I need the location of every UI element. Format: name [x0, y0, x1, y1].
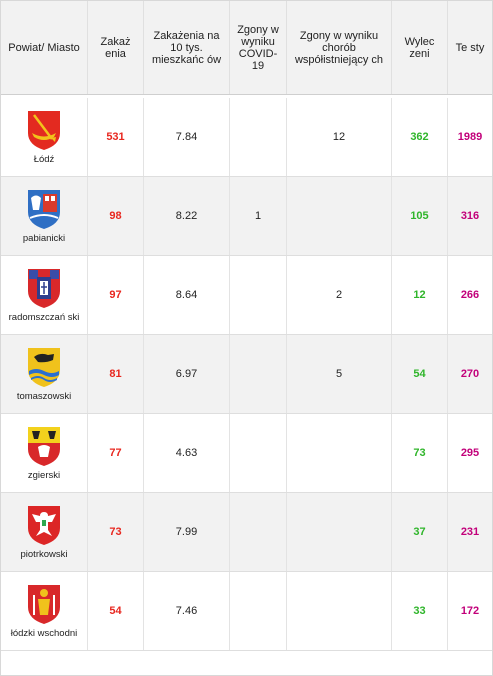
- recovered-value: 54: [391, 335, 447, 413]
- header-tests[interactable]: Te sty: [447, 1, 492, 94]
- recovered-value: 362: [391, 98, 447, 176]
- table-row: piotrkowski 73 7.99 37 231: [1, 493, 492, 572]
- recovered-value: 73: [391, 414, 447, 492]
- region-cell: tomaszowski: [1, 335, 87, 413]
- table-header: Powiat/ Miasto Zakaż enia Zakażenia na 1…: [1, 1, 492, 95]
- region-cell: Łódź: [1, 98, 87, 176]
- piotrkowski-crest-icon: [28, 506, 60, 545]
- infections-value: 73: [87, 493, 143, 571]
- deaths-comorbid-value: 5: [286, 335, 391, 413]
- table-row: tomaszowski 81 6.97 5 54 270: [1, 335, 492, 414]
- deaths-covid-value: [229, 256, 286, 334]
- per10k-value: 4.63: [143, 414, 229, 492]
- deaths-covid-value: 1: [229, 177, 286, 255]
- table-row: Łódź 531 7.84 12 362 1989: [1, 98, 492, 177]
- region-name: zgierski: [27, 470, 61, 481]
- deaths-covid-value: [229, 414, 286, 492]
- tomaszowski-crest-icon: [28, 348, 60, 387]
- tests-value: 270: [447, 335, 492, 413]
- header-infections[interactable]: Zakaż enia: [87, 1, 143, 94]
- zgierski-crest-icon: [28, 427, 60, 466]
- header-gap: [1, 95, 492, 99]
- header-per10k[interactable]: Zakażenia na 10 tys. mieszkańc ów: [143, 1, 229, 94]
- deaths-comorbid-value: [286, 572, 391, 650]
- table-row: pabianicki 98 8.22 1 105 316: [1, 177, 492, 256]
- per10k-value: 7.99: [143, 493, 229, 571]
- region-cell: piotrkowski: [1, 493, 87, 571]
- table-row: zgierski 77 4.63 73 295: [1, 414, 492, 493]
- deaths-comorbid-value: [286, 177, 391, 255]
- lodz-crest-icon: [28, 111, 60, 150]
- header-deaths-comorbid[interactable]: Zgony w wyniku chorób współistniejący ch: [286, 1, 391, 94]
- table-row: radomszczań ski 97 8.64 2 12 266: [1, 256, 492, 335]
- tests-value: 1989: [447, 98, 492, 176]
- recovered-value: 12: [391, 256, 447, 334]
- deaths-comorbid-value: [286, 493, 391, 571]
- tests-value: 295: [447, 414, 492, 492]
- per10k-value: 6.97: [143, 335, 229, 413]
- deaths-comorbid-value: [286, 414, 391, 492]
- tests-value: 231: [447, 493, 492, 571]
- region-name: piotrkowski: [20, 549, 68, 560]
- deaths-covid-value: [229, 335, 286, 413]
- region-cell: zgierski: [1, 414, 87, 492]
- region-cell: pabianicki: [1, 177, 87, 255]
- infections-value: 54: [87, 572, 143, 650]
- table-row: łódzki wschodni 54 7.46 33 172: [1, 572, 492, 651]
- region-cell: łódzki wschodni: [1, 572, 87, 650]
- deaths-covid-value: [229, 98, 286, 176]
- region-name: radomszczań ski: [8, 312, 80, 323]
- region-name: tomaszowski: [16, 391, 72, 402]
- recovered-value: 33: [391, 572, 447, 650]
- recovered-value: 105: [391, 177, 447, 255]
- lodzki-wschodni-crest-icon: [28, 585, 60, 624]
- deaths-covid-value: [229, 572, 286, 650]
- per10k-value: 8.64: [143, 256, 229, 334]
- region-name: Łódź: [33, 154, 55, 165]
- table-body: Łódź 531 7.84 12 362 1989 pabianicki: [1, 98, 492, 651]
- header-region[interactable]: Powiat/ Miasto: [8, 41, 80, 54]
- header-recovered[interactable]: Wylec zeni: [391, 1, 447, 94]
- radomszczanski-crest-icon: [28, 269, 60, 308]
- tests-value: 316: [447, 177, 492, 255]
- header-deaths-covid[interactable]: Zgony w wyniku COVID- 19: [229, 1, 286, 94]
- deaths-covid-value: [229, 493, 286, 571]
- tests-value: 172: [447, 572, 492, 650]
- infections-value: 81: [87, 335, 143, 413]
- per10k-value: 8.22: [143, 177, 229, 255]
- region-name: pabianicki: [22, 233, 66, 244]
- infections-value: 531: [87, 98, 143, 176]
- deaths-comorbid-value: 2: [286, 256, 391, 334]
- per10k-value: 7.46: [143, 572, 229, 650]
- deaths-comorbid-value: 12: [286, 98, 391, 176]
- per10k-value: 7.84: [143, 98, 229, 176]
- infections-value: 97: [87, 256, 143, 334]
- region-name: łódzki wschodni: [10, 628, 78, 639]
- infections-value: 98: [87, 177, 143, 255]
- infections-value: 77: [87, 414, 143, 492]
- recovered-value: 37: [391, 493, 447, 571]
- pabianicki-crest-icon: [28, 190, 60, 229]
- region-cell: radomszczań ski: [1, 256, 87, 334]
- tests-value: 266: [447, 256, 492, 334]
